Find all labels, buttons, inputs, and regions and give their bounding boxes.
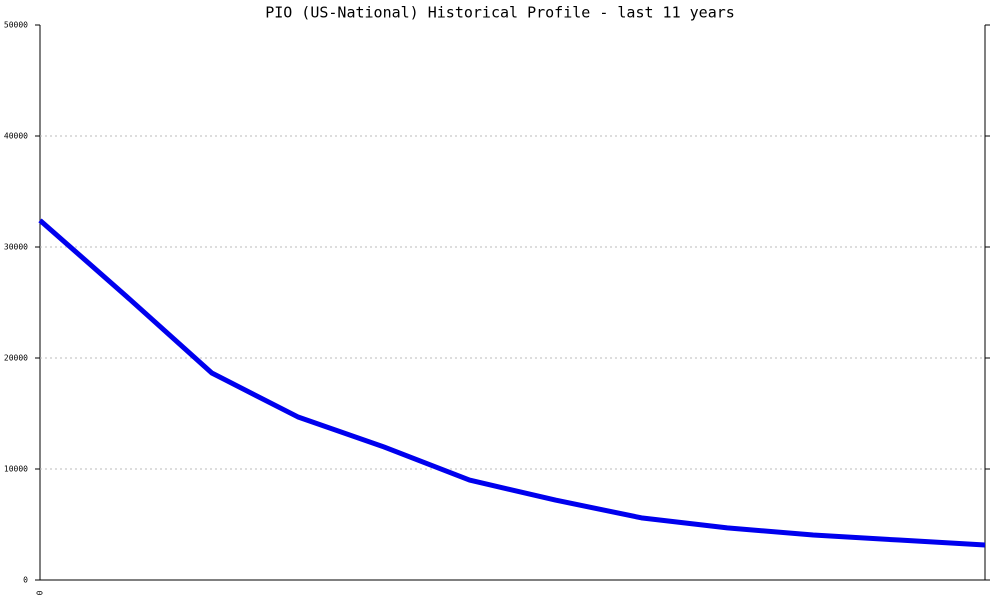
y-tick-label: 30000: [4, 243, 28, 252]
chart-title: PIO (US-National) Historical Profile - l…: [265, 4, 735, 22]
data-line: [38, 218, 986, 548]
y-tick-label: 40000: [4, 132, 28, 141]
y-tick-label: 0: [23, 576, 28, 585]
x-tick-label: 0: [36, 590, 45, 595]
y-tick-label: 20000: [4, 354, 28, 363]
y-tick-label: 10000: [4, 465, 28, 474]
y-tick-label: 50000: [4, 21, 28, 30]
